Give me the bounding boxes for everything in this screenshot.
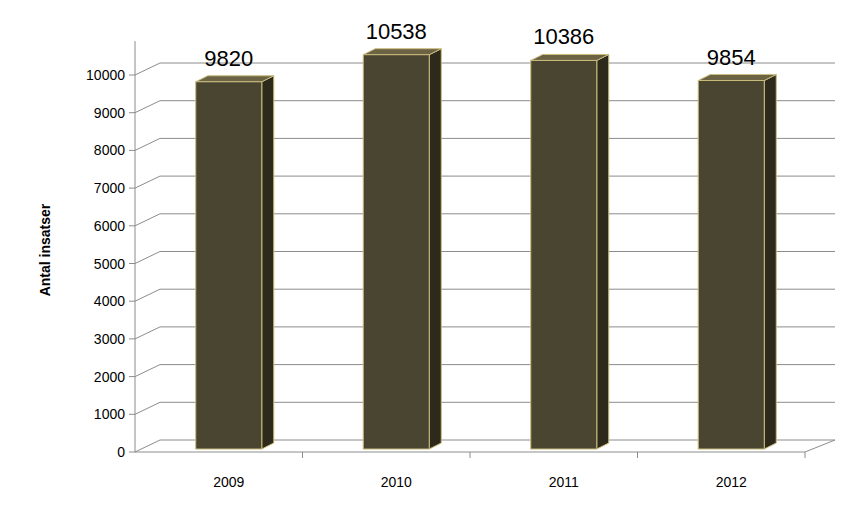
data-label: 9820 <box>204 46 253 71</box>
bar-side <box>597 54 609 449</box>
bar-side <box>262 76 274 449</box>
x-tick <box>302 452 303 458</box>
x-tick-label: 2012 <box>716 474 747 490</box>
data-label: 9854 <box>707 45 756 70</box>
grid-depth-line <box>135 176 160 188</box>
bar-top <box>698 75 776 81</box>
y-tick-label: 5000 <box>94 256 125 272</box>
y-tick-label: 0 <box>117 444 125 460</box>
y-tick <box>129 112 135 113</box>
x-tick-label: 2011 <box>549 474 579 490</box>
grid-depth-line <box>135 289 160 301</box>
y-tick <box>129 452 135 453</box>
x-tick <box>805 452 806 458</box>
y-tick <box>129 150 135 151</box>
y-tick-label: 4000 <box>94 293 125 309</box>
x-tick-label: 2009 <box>213 474 244 490</box>
grid-depth-line <box>135 101 160 113</box>
y-tick <box>129 338 135 339</box>
y-axis-line <box>135 41 136 452</box>
y-tick <box>129 263 135 264</box>
data-label: 10386 <box>533 24 594 49</box>
data-label: 10538 <box>366 19 427 44</box>
grid-depth-line <box>135 214 160 226</box>
x-tick-label: 2010 <box>381 474 412 490</box>
y-tick <box>129 75 135 76</box>
grid-depth-line <box>135 402 160 414</box>
bar-side <box>429 49 441 449</box>
grid-depth-line <box>135 138 160 150</box>
y-tick-label: 1000 <box>94 406 125 422</box>
grid-depth-line <box>135 440 160 452</box>
y-tick <box>129 301 135 302</box>
bar <box>196 82 262 449</box>
y-tick <box>129 414 135 415</box>
grid-depth-line <box>135 327 160 339</box>
y-tick-label: 10000 <box>86 67 125 83</box>
bar-top <box>531 54 609 60</box>
x-tick <box>470 452 471 458</box>
y-tick-label: 9000 <box>94 105 125 121</box>
y-tick <box>129 188 135 189</box>
bar <box>698 81 764 449</box>
y-tick-label: 7000 <box>94 180 125 196</box>
y-tick-label: 2000 <box>94 369 125 385</box>
y-tick <box>129 376 135 377</box>
y-axis-label: Antal insatser <box>37 203 53 296</box>
labels: 2009 9820 2010 10538 2011 10386 2012 9854 <box>204 19 755 490</box>
bar-side <box>764 75 776 449</box>
y-tick-label: 3000 <box>94 331 125 347</box>
grid-depth-line <box>135 252 160 264</box>
grid-depth-line <box>135 365 160 377</box>
chart-container: 0 1000 2000 3000 4000 5000 6000 7000 8000 9000 100… <box>0 0 864 509</box>
bars <box>196 49 777 449</box>
y-tick-label: 6000 <box>94 218 125 234</box>
x-tick <box>637 452 638 458</box>
y-tick-label: 8000 <box>94 142 125 158</box>
y-tick <box>129 225 135 226</box>
bar <box>531 60 597 449</box>
bar-top <box>196 76 274 82</box>
bar <box>363 55 429 449</box>
grid-depth-line <box>135 63 160 75</box>
bar-top <box>363 49 441 55</box>
chart-svg: 0 1000 2000 3000 4000 5000 6000 7000 8000 9000 100… <box>0 0 864 509</box>
